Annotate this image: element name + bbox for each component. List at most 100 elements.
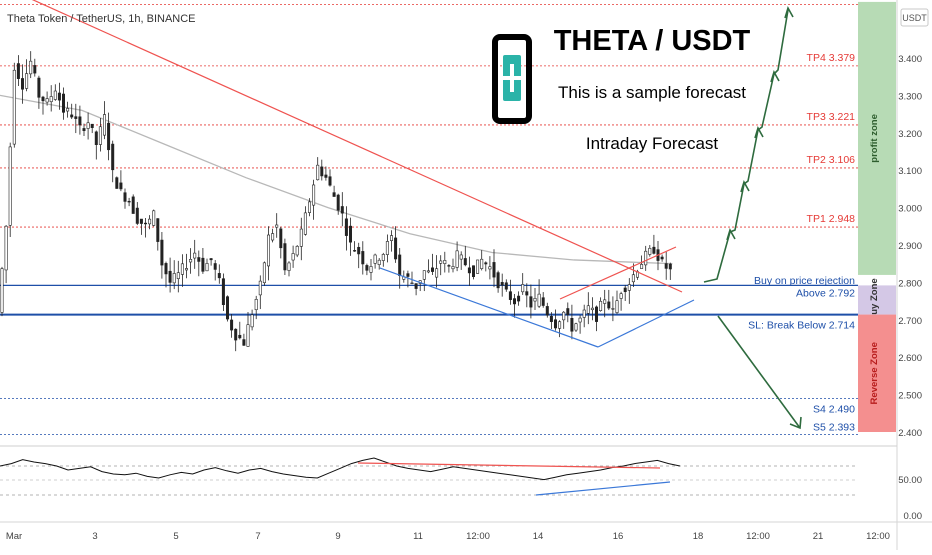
- candle-body: [455, 250, 459, 268]
- candle-body: [652, 246, 656, 254]
- candle-body: [303, 212, 307, 235]
- candle-body: [357, 246, 361, 255]
- candle-body: [344, 218, 348, 236]
- candle-body: [197, 257, 201, 262]
- rsi-support-line: [535, 481, 671, 496]
- candle-body: [324, 174, 328, 178]
- candle-body: [320, 166, 324, 177]
- candle-body: [123, 192, 127, 202]
- moving-average-line: [0, 94, 673, 265]
- candle-body: [209, 258, 213, 261]
- forecast-box: THETA / USDT This is a sample forecast I…: [492, 25, 751, 153]
- candle-body: [201, 257, 205, 272]
- candle-body: [533, 298, 537, 302]
- candle-body: [168, 270, 172, 283]
- level-label: TP5 3.543: [807, 0, 856, 3]
- level-label: S4 2.490: [813, 403, 855, 415]
- time-tick-label: 3: [92, 531, 97, 542]
- candle-body: [451, 266, 455, 270]
- candle-body: [541, 297, 545, 306]
- candle-body: [607, 301, 611, 309]
- rsi-pane[interactable]: 50.00 0.00: [0, 457, 922, 522]
- candle-body: [422, 270, 426, 280]
- rising-support-line: [597, 299, 695, 348]
- zone-band: [858, 314, 896, 432]
- candle-body: [250, 314, 254, 328]
- candle-body: [570, 318, 574, 332]
- rsi-tick-label: 50.00: [898, 475, 922, 486]
- price-axis[interactable]: USDT 3.400 3.300 3.200 3.100 3.000 2.900 2.800…: [896, 0, 932, 550]
- candle-body: [562, 311, 566, 321]
- candle-body: [348, 225, 352, 243]
- candle-body: [172, 273, 176, 284]
- candle-body: [115, 177, 119, 189]
- candle-body: [430, 267, 434, 272]
- candle-body: [439, 260, 443, 264]
- candle-body: [135, 207, 139, 224]
- candle-body: [271, 233, 275, 241]
- candle-body: [623, 287, 627, 293]
- candle-body: [119, 182, 123, 190]
- candle-body: [381, 254, 385, 261]
- candle-body: [74, 116, 78, 119]
- level-label: S5 2.393: [813, 422, 855, 434]
- candle-body: [12, 69, 16, 145]
- level-label: Above 2.792: [796, 287, 855, 299]
- candle-body: [463, 258, 467, 266]
- candle-body: [496, 272, 500, 289]
- candle-body: [504, 282, 508, 290]
- candle-body: [508, 291, 512, 300]
- candle-body: [599, 300, 603, 312]
- candle-body: [37, 77, 41, 98]
- candle-body: [586, 305, 590, 314]
- candle-body: [545, 306, 549, 316]
- candle-body: [8, 146, 12, 226]
- candle-body: [291, 253, 295, 261]
- descending-trendline: [31, 0, 683, 293]
- time-tick-label: 5: [173, 531, 178, 542]
- candle-body: [287, 262, 291, 271]
- candle-body: [111, 143, 115, 171]
- candle-body: [33, 65, 37, 74]
- candle-body: [279, 228, 283, 249]
- candle-body: [148, 218, 152, 225]
- rising-resistance-line: [559, 246, 677, 300]
- candle-body: [152, 210, 156, 226]
- candle-body: [332, 192, 336, 197]
- candle-body: [275, 224, 279, 228]
- price-tick-label: 2.600: [898, 353, 922, 364]
- candle-body: [594, 306, 598, 322]
- price-tick-label: 2.800: [898, 278, 922, 289]
- candle-body: [574, 323, 578, 331]
- zone-label: Reverse Zone: [869, 342, 880, 404]
- candle-body: [205, 263, 209, 272]
- time-tick-label: 14: [533, 531, 544, 542]
- time-axis[interactable]: Mar 3 5 7 9 11 12:00 14 16 18 12:00 21 12:00: [6, 531, 890, 542]
- candle-body: [127, 200, 131, 203]
- candle-body: [373, 254, 377, 264]
- candle-body: [660, 256, 664, 260]
- zone-band: [858, 1, 896, 275]
- candle-body: [86, 122, 90, 129]
- price-tick-label: 3.400: [898, 54, 922, 65]
- candle-body: [529, 296, 533, 308]
- zone-label: profit zone: [869, 114, 880, 163]
- time-tick-label: 18: [693, 531, 704, 542]
- candle-body: [480, 258, 484, 269]
- candle-body: [537, 293, 541, 307]
- currency-badge[interactable]: [900, 8, 929, 27]
- candle-body: [262, 262, 266, 284]
- level-label: TP3 3.221: [807, 111, 856, 123]
- level-label: TP1 2.948: [807, 213, 856, 225]
- candle-body: [414, 283, 418, 289]
- candle-body: [640, 264, 644, 269]
- candle-body: [139, 218, 143, 224]
- candle-body: [312, 184, 316, 206]
- candle-body: [361, 251, 365, 265]
- candle-body: [558, 321, 562, 329]
- candle-body: [107, 122, 111, 151]
- candle-body: [164, 263, 168, 275]
- price-tick-label: 3.000: [898, 204, 922, 215]
